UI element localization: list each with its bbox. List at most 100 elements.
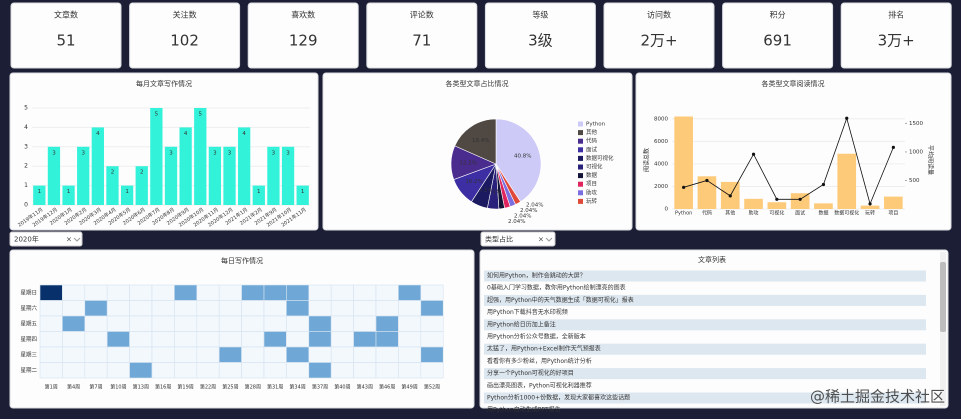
heat-cell [196,362,220,379]
data-label: 1 [125,189,129,195]
card [722,2,834,69]
data-label: 3 [169,150,173,156]
heat-cell [263,284,287,301]
list-item[interactable]: 太猛了，用Python+Excel制作天气预报表 [487,345,601,353]
legend-swatch [578,121,583,127]
line [683,116,894,206]
data-label: 1 [38,189,42,195]
heat-cell [39,362,63,379]
caret [73,237,81,242]
list-item[interactable]: 0基础入门学习数据，教你用Python绘制漂亮的图表 [487,284,626,292]
heat-cell [308,284,332,301]
card-value: 71 [412,32,431,50]
data-label: 1 [301,189,305,195]
dropdown[interactable] [9,231,83,247]
list-row [484,343,926,355]
list-item[interactable]: 超强，用Python中的天气数据生成「数据可视化」报表 [487,296,634,304]
list-item[interactable]: 看看你有多少粉丝，用Python统计分析 [487,357,592,365]
y2-tick-label: 1000 [909,149,923,155]
heat-cell [353,331,377,348]
heat-cell [174,346,198,363]
heat-cell [151,315,175,332]
bar [884,196,903,209]
card-value: 2万+ [640,32,677,50]
bar [179,127,192,205]
card-value: 51 [56,32,75,50]
legend-label: 项目 [586,181,597,188]
heat-cell [263,346,287,363]
data-label: 3 [213,150,217,156]
x-tick-label: 第25周 [222,384,238,391]
bar [150,108,163,205]
list-item[interactable]: 用Python下载抖音无水印视频 [487,308,568,316]
card-value: 102 [170,32,199,50]
list-row [484,319,926,331]
y-tick-label: 星期六 [20,304,37,312]
y-axis-title: 阅读总数 [643,148,651,172]
list-item[interactable]: Python分析1000+份数据，发现大家都喜欢这些话题 [487,394,630,402]
card [366,2,478,69]
watermark: @稀土掘金技术社区 [810,388,945,406]
card-value: 3万+ [878,32,915,50]
x-tick-label: 第31周 [267,384,283,391]
line-point [798,197,802,201]
legend-swatch [578,190,583,196]
legend-label: Python [586,122,606,128]
x-tick-label: 第40周 [334,384,350,391]
list-item[interactable]: 如何用Python，制作会跳动的大屏？ [487,272,586,280]
heat-cell [241,284,265,301]
scrollbar-thumb[interactable] [940,262,946,332]
heat-cell [84,362,108,379]
line-point [868,202,872,206]
y-tick-label: 3 [24,143,28,150]
heat-cell [106,331,130,348]
y-tick-label: 0 [24,202,28,209]
x-tick-label: 第7周 [89,384,102,391]
heat-cell [263,315,287,332]
list-item[interactable]: 用Python分析公众号数据，全新版本 [487,333,586,341]
heat-cell [174,284,198,301]
list-item[interactable]: 画出漂亮图表，Python可视化利器推荐 [487,381,592,389]
card-label: 积分 [770,10,786,20]
x-tick-label: 玩转 [865,210,875,217]
heat-cell [353,300,377,317]
card [603,2,715,69]
list-item[interactable]: 用Python自动生成PPT报告 [487,406,561,414]
list-item[interactable]: 分享一个Python可视化的好项目 [487,369,574,377]
bar [697,176,717,209]
clear-icon[interactable]: × [66,236,72,244]
card [484,2,596,69]
data-label: 3 [52,150,56,156]
heat-cell [375,331,399,348]
x-tick-label: 第52周 [424,384,440,391]
heat-cell [84,331,108,348]
x-tick-label: 第22周 [200,384,216,391]
heat-cell [174,300,198,317]
heat-cell [151,362,175,379]
bar [744,198,763,209]
heat-cell [353,284,377,301]
x-tick-label: 可视化 [769,210,784,217]
data-label: 1 [257,189,261,195]
bar [208,146,222,205]
clear-icon[interactable]: × [538,236,544,244]
list-item[interactable]: 用Python给日历加上备注 [487,320,556,328]
bar [837,153,857,209]
x-tick-label: 其他 [725,210,735,217]
legend-swatch [578,164,583,170]
dropdown[interactable] [480,231,556,247]
legend-swatch [578,181,583,187]
heat-cell [375,284,399,301]
card-label: 等级 [532,10,548,20]
list-title: 文章列表 [698,255,726,264]
y2-axis-title: 平均阅读量 [927,145,935,175]
chart-title: 各类型文章阅读情况 [762,79,825,88]
heat-cell [330,331,354,348]
y-tick-label: 星期日 [20,289,37,296]
heat-cell [84,315,108,332]
heat-cell [174,331,198,348]
data-label: 4 [96,131,100,137]
y-tick-label: 星期四 [20,336,37,343]
heat-cell [129,331,153,348]
bar [194,108,207,205]
